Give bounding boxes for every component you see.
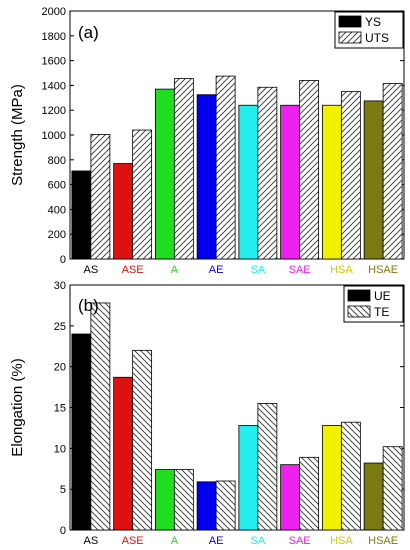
panel-label: (b)	[78, 296, 99, 315]
y-tick-label: 800	[48, 155, 66, 167]
y-tick-label: 1200	[42, 105, 66, 117]
panel-label: (a)	[78, 23, 99, 42]
category-label: HSA	[330, 264, 353, 276]
bar-ue-ae	[196, 481, 217, 531]
category-label: HSAE	[368, 535, 398, 547]
category-label: A	[171, 264, 179, 276]
legend-swatch	[347, 305, 371, 318]
y-axis-title: Strength (MPa)	[9, 84, 26, 186]
y-tick-label: 1600	[42, 56, 66, 68]
bar-uts-hsae	[382, 83, 403, 260]
y-tick-label: 0	[60, 254, 66, 266]
bar-ue-ase	[113, 376, 134, 531]
bar-ue-as	[71, 333, 92, 531]
category-label: SA	[251, 535, 266, 547]
strength-panel: 0 200 400 600 800 1000 1200 1400 1600 1800 2000 Str…	[9, 6, 405, 276]
legend-swatch	[338, 15, 362, 28]
bar-ys-sa	[238, 104, 259, 260]
bar-uts-ase	[132, 129, 153, 260]
legend-label: YS	[365, 15, 381, 29]
bar-te-ase	[132, 349, 153, 531]
bar-ys-hsae	[363, 100, 384, 260]
bar-uts-a	[173, 78, 194, 260]
bar-ys-hsa	[321, 104, 342, 260]
bar-uts-sa	[257, 86, 278, 260]
y-tick-label: 15	[54, 403, 66, 415]
legend-label: UTS	[365, 31, 389, 45]
legend-swatch	[338, 31, 362, 44]
y-tick-label: 25	[54, 321, 66, 333]
category-label: AS	[84, 535, 99, 547]
y-tick-label: 30	[54, 280, 66, 292]
y-axis-title: Elongation (%)	[9, 358, 26, 456]
y-tick-label: 200	[48, 229, 66, 241]
bar-ue-sa	[238, 425, 259, 531]
y-tick-label: 0	[60, 525, 66, 537]
bar-te-sa	[257, 403, 278, 531]
category-label: SAE	[289, 535, 311, 547]
bar-ue-a	[154, 469, 175, 531]
category-label: ASE	[122, 264, 144, 276]
bar-ys-ae	[196, 94, 217, 260]
category-label: AS	[84, 264, 99, 276]
y-tick-label: 20	[54, 362, 66, 374]
category-label: HSA	[330, 535, 353, 547]
bar-te-ae	[215, 480, 236, 531]
bar-ys-sae	[280, 104, 301, 260]
bar-te-as	[90, 302, 111, 531]
y-tick-label: 2000	[42, 6, 66, 18]
bar-uts-as	[90, 133, 111, 260]
bar-ys-as	[71, 170, 92, 260]
category-label: SA	[251, 264, 266, 276]
y-tick-label: 5	[60, 484, 66, 496]
category-label: HSAE	[368, 264, 398, 276]
bar-uts-sae	[299, 80, 320, 260]
y-tick-label: 600	[48, 180, 66, 192]
bar-te-sae	[299, 456, 320, 531]
category-label: A	[171, 535, 179, 547]
y-tick-label: 1000	[42, 130, 66, 142]
bar-ue-hsae	[363, 462, 384, 531]
y-tick-label: 400	[48, 204, 66, 216]
y-tick-label: 1800	[42, 31, 66, 43]
legend-swatch	[347, 289, 371, 302]
bar-uts-hsa	[340, 91, 361, 260]
category-label: SAE	[289, 264, 311, 276]
elongation-panel: 0 5 10 15 20 25 30 Elongation (%) AS ASE A AE SA SAE H…	[9, 280, 405, 547]
bar-ys-a	[154, 88, 175, 260]
y-tick-label: 10	[54, 443, 66, 455]
bar-te-hsae	[382, 446, 403, 531]
bar-te-a	[173, 469, 194, 531]
bar-ue-sae	[280, 464, 301, 531]
category-label: ASE	[122, 535, 144, 547]
bar-ys-ase	[113, 163, 134, 260]
category-label: AE	[209, 264, 224, 276]
legend-label: UE	[374, 289, 391, 303]
y-tick-label: 1400	[42, 80, 66, 92]
bar-te-hsa	[340, 421, 361, 531]
category-label: AE	[209, 535, 224, 547]
bar-ue-hsa	[321, 425, 342, 531]
bar-uts-ae	[215, 75, 236, 260]
legend-label: TE	[374, 305, 389, 319]
